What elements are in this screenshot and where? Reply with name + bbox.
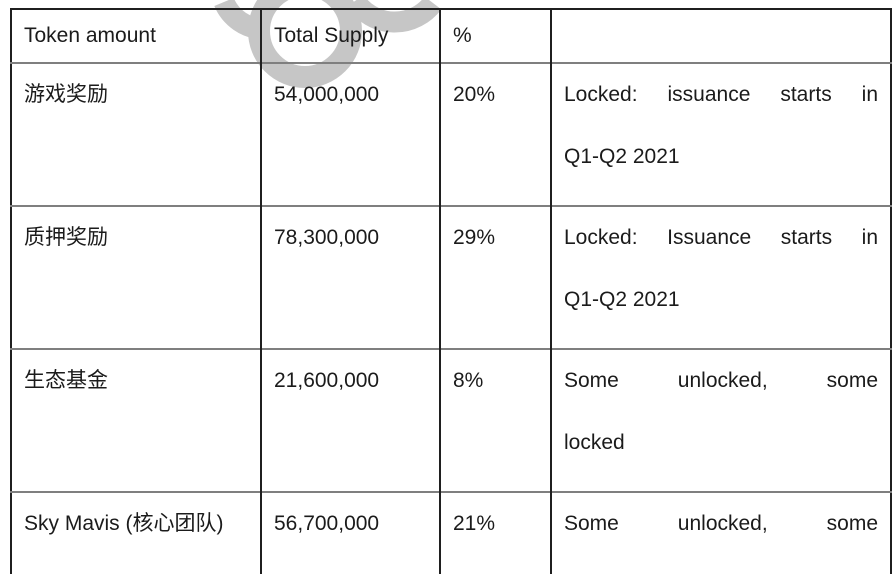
cell-token: 游戏奖励 <box>11 62 261 206</box>
cell-percent: 21% <box>439 491 551 574</box>
cell-token: 质押奖励 <box>11 205 261 349</box>
note-line: Locked: issuance starts in <box>564 83 878 106</box>
cell-supply: 21,600,000 <box>260 348 440 492</box>
cell-token: Sky Mavis (核心团队) <box>11 491 261 574</box>
token-allocation-table: Token amount Total Supply % 游戏奖励 54,000,… <box>10 8 892 574</box>
table-row: 游戏奖励 54,000,000 20% Locked: issuance sta… <box>11 62 891 206</box>
cell-note: Locked: issuance starts in Q1-Q2 2021 <box>550 62 891 206</box>
column-header-total-supply: Total Supply <box>260 9 440 63</box>
note-line: Q1-Q2 2021 <box>564 145 680 168</box>
cell-percent: 20% <box>439 62 551 206</box>
cell-percent: 8% <box>439 348 551 492</box>
cell-supply: 54,000,000 <box>260 62 440 206</box>
table-row: 质押奖励 78,300,000 29% Locked: Issuance sta… <box>11 205 891 349</box>
column-header-percent: % <box>439 9 551 63</box>
note-line: Locked: Issuance starts in <box>564 226 878 249</box>
table-row: Sky Mavis (核心团队) 56,700,000 21% Some unl… <box>11 491 891 574</box>
note-line: Q1-Q2 2021 <box>564 288 680 311</box>
cell-supply: 78,300,000 <box>260 205 440 349</box>
column-header-notes <box>550 9 891 63</box>
cell-note: Some unlocked, some locked <box>550 348 891 492</box>
header-row: Token amount Total Supply % <box>11 9 891 63</box>
note-line: Some unlocked, some <box>564 369 878 392</box>
cell-token: 生态基金 <box>11 348 261 492</box>
cell-note: Some unlocked, some locked <box>550 491 891 574</box>
cell-note: Locked: Issuance starts in Q1-Q2 2021 <box>550 205 891 349</box>
note-line: Some unlocked, some <box>564 512 878 535</box>
column-header-token-amount: Token amount <box>24 24 156 47</box>
cell-supply: 56,700,000 <box>260 491 440 574</box>
cell-percent: 29% <box>439 205 551 349</box>
table-row: 生态基金 21,600,000 8% Some unlocked, some l… <box>11 348 891 492</box>
note-line: locked <box>564 431 625 454</box>
